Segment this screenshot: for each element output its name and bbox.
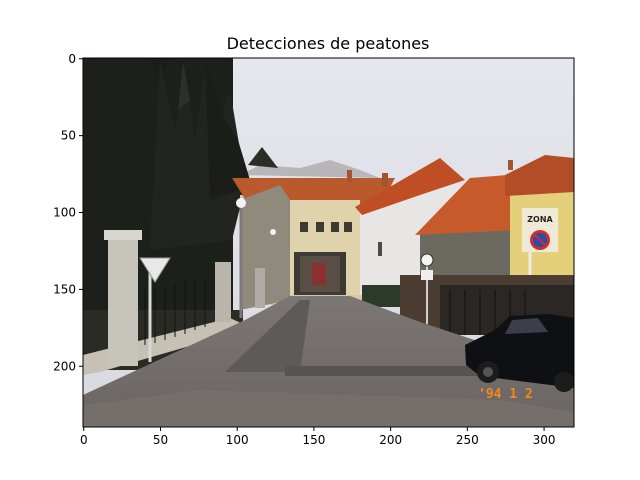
y-tick-label: 0 [68, 52, 76, 66]
x-tick-label: 0 [80, 433, 88, 447]
y-tick-label: 150 [53, 282, 76, 296]
x-tick-label: 300 [533, 433, 556, 447]
x-tick-label: 100 [226, 433, 249, 447]
y-tick-label: 50 [61, 129, 76, 143]
x-tick-label: 200 [379, 433, 402, 447]
x-tick-label: 250 [456, 433, 479, 447]
y-axis: 0 50 100 150 200 [53, 52, 83, 373]
date-stamp: '94 1 2 [478, 387, 533, 402]
axes-frame [82, 57, 575, 428]
street-photo: ZONA [83, 58, 574, 427]
y-tick-label: 100 [53, 206, 76, 220]
y-tick-label: 200 [53, 359, 76, 373]
zona-sign-text: ZONA [527, 215, 553, 224]
x-axis: 0 50 100 150 200 250 300 [80, 427, 556, 447]
x-tick-label: 50 [153, 433, 168, 447]
figure-title: Detecciones de peatones [227, 34, 430, 53]
x-tick-label: 150 [302, 433, 325, 447]
